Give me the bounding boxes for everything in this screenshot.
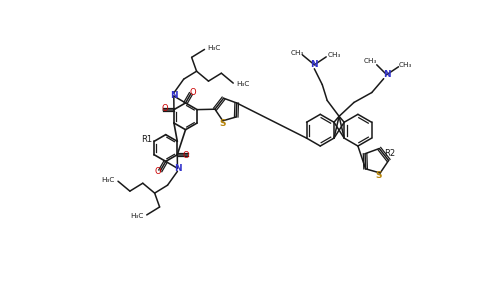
Text: N: N xyxy=(170,92,178,100)
Text: N: N xyxy=(311,60,318,69)
Text: O: O xyxy=(183,151,190,160)
Text: O: O xyxy=(162,104,168,113)
Text: CH₃: CH₃ xyxy=(399,62,412,68)
Text: O: O xyxy=(155,167,162,176)
Text: R2: R2 xyxy=(384,149,395,158)
Text: CH₃: CH₃ xyxy=(291,50,304,56)
Text: H₃C: H₃C xyxy=(208,45,221,51)
Text: CH₃: CH₃ xyxy=(328,52,341,58)
Text: CH₃: CH₃ xyxy=(364,58,378,64)
Text: H₃C: H₃C xyxy=(236,81,250,87)
Text: H₃C: H₃C xyxy=(130,213,144,219)
Text: N: N xyxy=(174,164,182,173)
Text: R1: R1 xyxy=(141,135,152,144)
Text: S: S xyxy=(220,119,226,128)
Text: S: S xyxy=(375,172,381,181)
Text: O: O xyxy=(190,88,197,97)
Text: H₃C: H₃C xyxy=(102,177,115,183)
Text: N: N xyxy=(383,70,391,79)
